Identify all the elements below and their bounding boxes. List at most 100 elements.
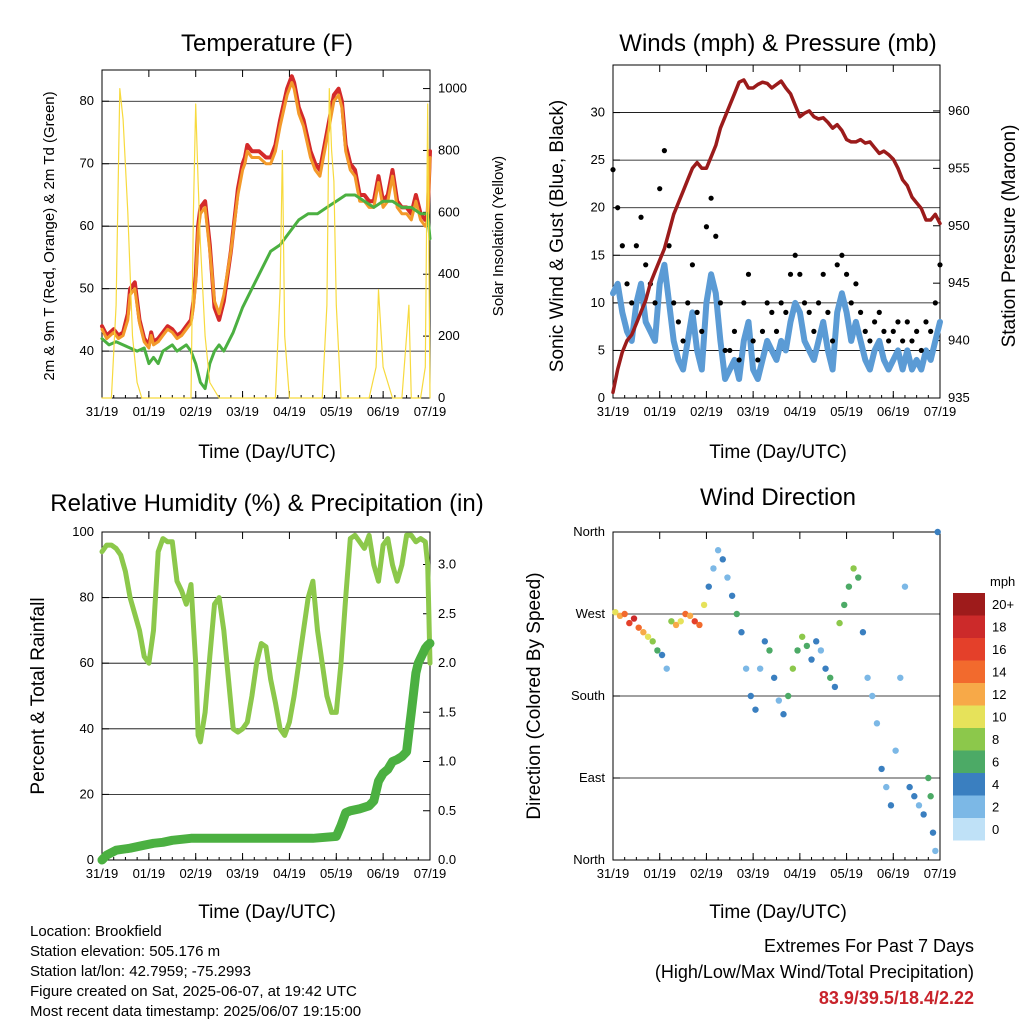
temperature-panel: Temperature (F) Time (Day/UTC) 2m & 9m T… [41, 30, 507, 463]
legend-swatch-1 [953, 615, 985, 638]
gust-point-49 [839, 252, 845, 258]
gust-point-64 [909, 338, 915, 344]
legend-label-6: 8 [992, 732, 999, 747]
direction-point-44 [817, 647, 825, 654]
gust-point-17 [689, 262, 696, 268]
extremes-subtitle: (High/Low/Max Wind/Total Precipitation) [654, 962, 974, 982]
xtick-label-2-2: 02/19 [179, 866, 212, 881]
direction-point-4 [630, 615, 638, 622]
ytick-label-1-5: 25 [591, 152, 605, 167]
gust-point-21 [708, 195, 714, 201]
humidity-ylabel: Percent & Total Rainfall [28, 597, 49, 794]
xtick-label-0-6: 06/19 [367, 404, 400, 419]
direction-point-49 [841, 601, 848, 609]
ytick-label-2-5: 100 [72, 524, 94, 539]
legend-label-10: 0 [992, 822, 999, 837]
gust-point-32 [759, 328, 766, 334]
direction-point-5 [635, 624, 642, 631]
direction-point-19 [700, 601, 708, 609]
xtick-label-3-0: 31/19 [597, 866, 630, 881]
legend-label-0: 20+ [992, 597, 1014, 612]
gust-point-38 [787, 271, 794, 277]
xtick-label-1-0: 31/19 [597, 404, 630, 419]
gust-point-24 [722, 347, 728, 354]
xtick-label-3-2: 02/19 [690, 866, 723, 881]
gust-point-26 [731, 328, 738, 334]
legend-swatch-4 [953, 683, 985, 706]
gust-point-45 [820, 271, 826, 277]
gust-point-0 [610, 167, 616, 173]
extremes-values: 83.9/39.5/18.4/2.22 [818, 988, 974, 1008]
legend-swatch-7 [953, 750, 985, 773]
direction-ylabel: Direction (Colored By Speed) [524, 572, 545, 819]
ytick-label-1-1: 5 [598, 342, 605, 357]
ytick-right-label-2-0: 0.0 [438, 852, 456, 867]
ytick-right-label-2-1: 0.5 [438, 803, 456, 818]
gust-point-56 [872, 319, 878, 325]
direction-point-24 [724, 574, 731, 581]
gust-point-2 [619, 243, 625, 249]
direction-point-37 [784, 692, 792, 700]
ytick-right-label-0-0: 0 [438, 390, 445, 405]
ytick-right-label-0-1: 200 [438, 328, 460, 343]
ytick-right-label-1-5: 960 [948, 103, 970, 118]
ytick-right-label-2-4: 2.0 [438, 655, 456, 670]
xtick-label-0-1: 01/19 [133, 404, 166, 419]
direction-point-6 [640, 629, 647, 636]
xtick-label-2-4: 04/19 [273, 866, 306, 881]
xtick-label-3-5: 05/19 [830, 866, 863, 881]
gust-point-51 [848, 300, 854, 306]
direction-point-25 [728, 592, 736, 599]
series-rh [99, 532, 433, 745]
direction-point-7 [644, 633, 652, 640]
humidity-xlabel: Time (Day/UTC) [198, 902, 336, 923]
ytick-right-label-1-2: 945 [948, 275, 970, 290]
direction-point-45 [822, 665, 829, 672]
direction-point-32 [761, 638, 769, 645]
gust-point-12 [666, 243, 672, 249]
gust-point-10 [657, 186, 663, 192]
direction-point-40 [798, 633, 806, 640]
ytick-label-3-3: East [579, 770, 605, 785]
gust-point-62 [900, 338, 906, 344]
gust-point-3 [624, 281, 630, 287]
direction-point-14 [677, 618, 684, 625]
direction-point-57 [878, 765, 885, 773]
location-text: Location: Brookfield [30, 923, 162, 940]
xtick-label-3-6: 06/19 [877, 866, 910, 881]
humidity-panel: Relative Humidity (%) & Precipitation (i… [28, 490, 484, 923]
xtick-label-0-0: 31/19 [86, 404, 119, 419]
direction-point-64 [911, 793, 918, 800]
direction-point-13 [672, 621, 680, 629]
gust-point-67 [923, 319, 929, 325]
xtick-label-3-3: 03/19 [737, 866, 770, 881]
legend-label-4: 12 [992, 687, 1006, 702]
gust-point-70 [937, 262, 943, 268]
ytick-right-label-0-5: 1000 [438, 81, 467, 96]
xtick-label-2-5: 05/19 [320, 866, 353, 881]
gust-point-1 [615, 205, 621, 211]
legend-title: mph [990, 574, 1015, 589]
direction-point-69 [934, 528, 941, 536]
xtick-label-0-4: 04/19 [273, 404, 306, 419]
gust-point-15 [680, 338, 686, 344]
direction-point-16 [686, 612, 694, 620]
xtick-label-1-6: 06/19 [877, 404, 910, 419]
direction-point-11 [663, 665, 670, 672]
temperature-ylabel: 2m & 9m T (Red, Orange) & 2m Td (Green) [41, 91, 58, 380]
xtick-label-1-1: 01/19 [643, 404, 676, 419]
xtick-label-0-5: 05/19 [320, 404, 353, 419]
xtick-label-1-3: 03/19 [737, 404, 770, 419]
gust-point-13 [671, 300, 677, 306]
gust-point-31 [755, 357, 761, 363]
direction-point-67 [925, 774, 932, 782]
gust-point-30 [750, 338, 756, 344]
direction-point-46 [827, 674, 834, 681]
direction-point-59 [887, 802, 895, 809]
gust-point-46 [825, 309, 831, 315]
direction-point-36 [780, 711, 787, 718]
direction-point-35 [775, 697, 783, 704]
series-t9m [100, 81, 432, 350]
temperature-xlabel: Time (Day/UTC) [198, 442, 336, 463]
direction-point-50 [845, 583, 853, 590]
